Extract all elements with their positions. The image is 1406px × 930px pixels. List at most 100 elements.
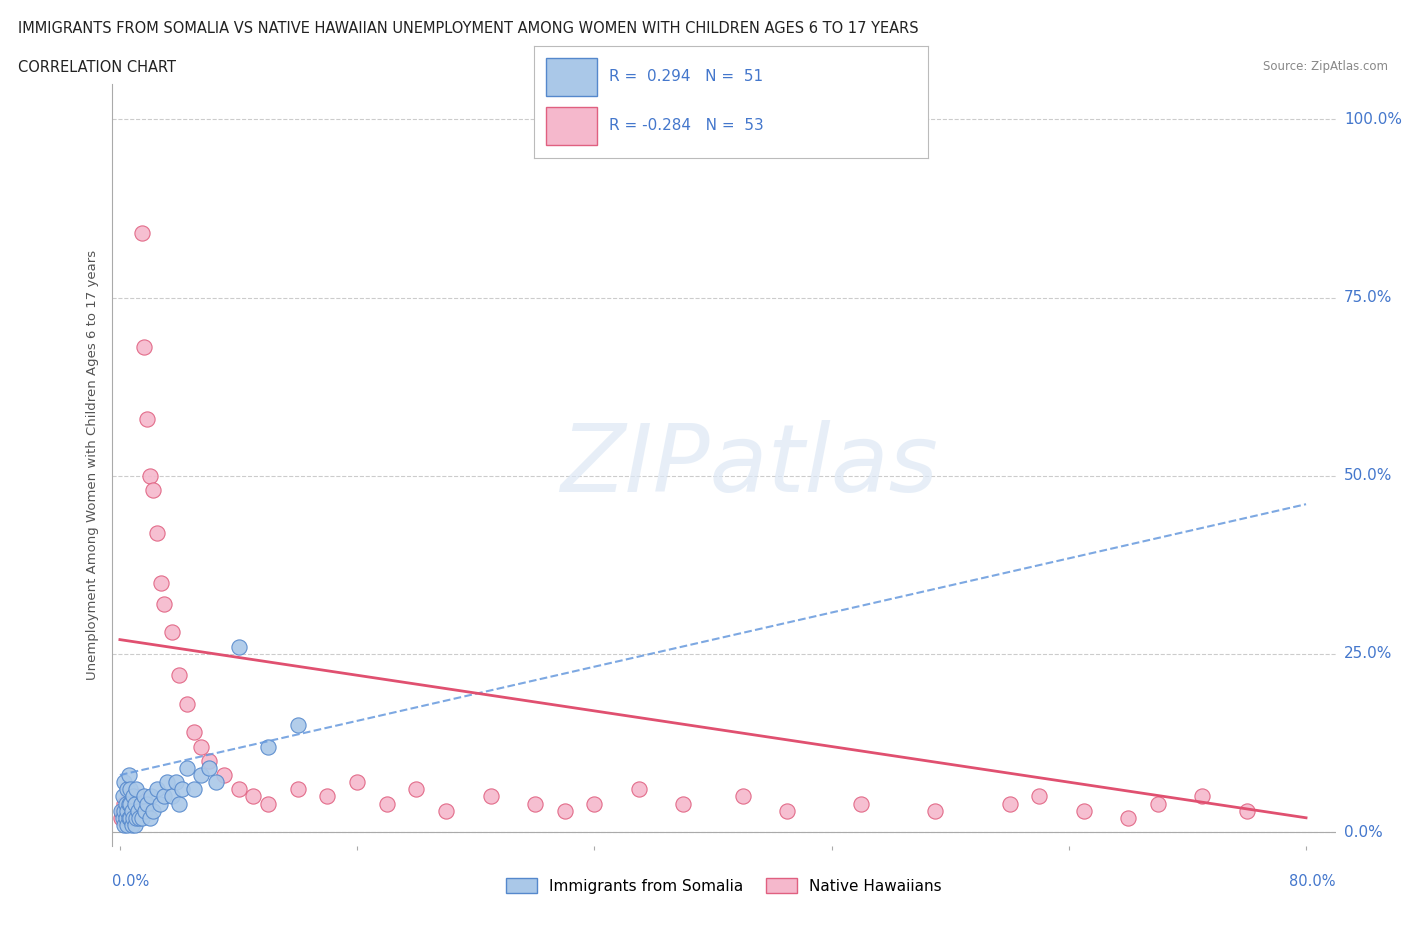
Point xyxy=(141,483,163,498)
Text: 0.0%: 0.0% xyxy=(112,874,149,889)
Point xyxy=(583,796,606,811)
Point xyxy=(198,753,221,768)
Point xyxy=(212,767,235,782)
Point xyxy=(228,639,250,654)
Point xyxy=(554,804,576,818)
Point xyxy=(117,782,139,797)
Text: 75.0%: 75.0% xyxy=(1344,290,1392,305)
Text: ZIPatlas: ZIPatlas xyxy=(560,419,938,511)
Text: 100.0%: 100.0% xyxy=(1344,112,1402,126)
Text: R =  0.294   N =  51: R = 0.294 N = 51 xyxy=(609,69,763,84)
Point xyxy=(135,796,157,811)
Point xyxy=(183,782,205,797)
Point xyxy=(132,340,155,355)
Point xyxy=(118,796,141,811)
Point xyxy=(127,810,149,825)
Point xyxy=(122,810,145,825)
Text: 50.0%: 50.0% xyxy=(1344,468,1392,484)
Point xyxy=(128,810,150,825)
Point xyxy=(198,761,221,776)
Point xyxy=(190,767,212,782)
Point xyxy=(139,789,162,804)
Point xyxy=(112,817,135,832)
Point xyxy=(134,804,156,818)
Text: CORRELATION CHART: CORRELATION CHART xyxy=(18,60,176,75)
Point xyxy=(183,724,205,739)
Text: R = -0.284   N =  53: R = -0.284 N = 53 xyxy=(609,118,763,133)
Point xyxy=(135,411,157,426)
Point xyxy=(114,804,136,818)
Point xyxy=(121,804,143,818)
Point xyxy=(998,796,1021,811)
Point xyxy=(405,782,427,797)
Point xyxy=(176,761,198,776)
Point xyxy=(776,804,799,818)
Point xyxy=(141,804,163,818)
Point xyxy=(160,625,183,640)
Text: 0.0%: 0.0% xyxy=(1344,825,1382,840)
Point xyxy=(120,804,142,818)
Point xyxy=(114,810,136,825)
Point xyxy=(110,804,132,818)
Point xyxy=(434,804,457,818)
Point xyxy=(112,804,135,818)
Point xyxy=(117,817,139,832)
Text: Source: ZipAtlas.com: Source: ZipAtlas.com xyxy=(1263,60,1388,73)
Point xyxy=(121,796,143,811)
Point xyxy=(167,796,190,811)
Point xyxy=(851,796,873,811)
Point xyxy=(1028,789,1050,804)
Point xyxy=(120,810,142,825)
Point xyxy=(129,796,152,811)
Point xyxy=(228,782,250,797)
Point xyxy=(125,789,148,804)
Point xyxy=(257,796,280,811)
Point xyxy=(131,226,153,241)
Point xyxy=(257,739,280,754)
Point xyxy=(287,782,309,797)
Point xyxy=(124,817,146,832)
Point xyxy=(118,810,141,825)
Point xyxy=(118,767,141,782)
Point xyxy=(1073,804,1095,818)
Point xyxy=(121,817,143,832)
Point xyxy=(1191,789,1213,804)
Point xyxy=(153,596,176,611)
Point xyxy=(242,789,264,804)
Point xyxy=(138,810,160,825)
Point xyxy=(672,796,695,811)
Legend: Immigrants from Somalia, Native Hawaiians: Immigrants from Somalia, Native Hawaiian… xyxy=(501,871,948,899)
Point xyxy=(111,804,134,818)
Point xyxy=(114,796,136,811)
Point xyxy=(190,739,212,754)
Point xyxy=(153,789,176,804)
Bar xyxy=(546,107,598,145)
Point xyxy=(127,804,149,818)
Point xyxy=(924,804,946,818)
Point xyxy=(124,796,146,811)
Point xyxy=(117,804,139,818)
Point xyxy=(1116,810,1139,825)
Bar xyxy=(546,58,598,96)
Point xyxy=(156,775,179,790)
Point xyxy=(160,789,183,804)
Y-axis label: Unemployment Among Women with Children Ages 6 to 17 years: Unemployment Among Women with Children A… xyxy=(86,250,100,680)
Point xyxy=(731,789,754,804)
Point xyxy=(524,796,547,811)
Point xyxy=(287,718,309,733)
Point xyxy=(111,789,134,804)
Point xyxy=(1146,796,1168,811)
Point xyxy=(122,789,145,804)
Point xyxy=(110,810,132,825)
Point xyxy=(346,775,368,790)
Point xyxy=(167,668,190,683)
Point xyxy=(165,775,187,790)
Point xyxy=(172,782,194,797)
Point xyxy=(131,810,153,825)
Text: 25.0%: 25.0% xyxy=(1344,646,1392,661)
Point xyxy=(125,810,148,825)
Point xyxy=(146,525,169,540)
Point xyxy=(111,810,134,825)
Point xyxy=(124,804,146,818)
Point xyxy=(122,810,145,825)
